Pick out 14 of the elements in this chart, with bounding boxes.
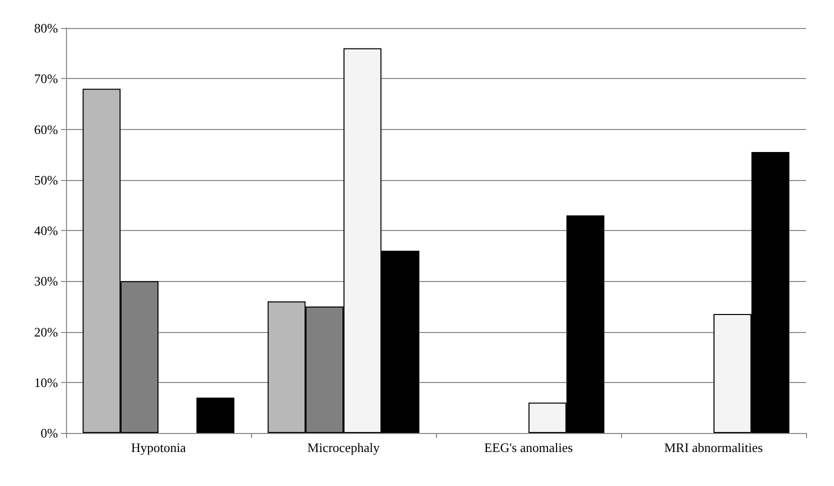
y-tick-label: 40%: [34, 223, 58, 238]
y-tick-label: 80%: [34, 20, 58, 36]
y-tick-label: 60%: [34, 122, 58, 137]
x-tick-label: MRI abnormalities: [664, 440, 763, 455]
y-tick-label: 10%: [34, 374, 58, 390]
x-tick-label: Microcephaly: [307, 440, 380, 455]
bar: [196, 398, 234, 433]
y-tick-label: 30%: [34, 274, 58, 289]
y-tick-label: 70%: [34, 71, 58, 86]
y-tick-label: 20%: [34, 324, 58, 340]
x-tick-label: Hypotonia: [131, 440, 186, 455]
y-tick-label: 0%: [40, 426, 58, 440]
x-tick-label: EEG's anomalies: [484, 440, 573, 455]
y-tick-label: 50%: [34, 172, 58, 188]
